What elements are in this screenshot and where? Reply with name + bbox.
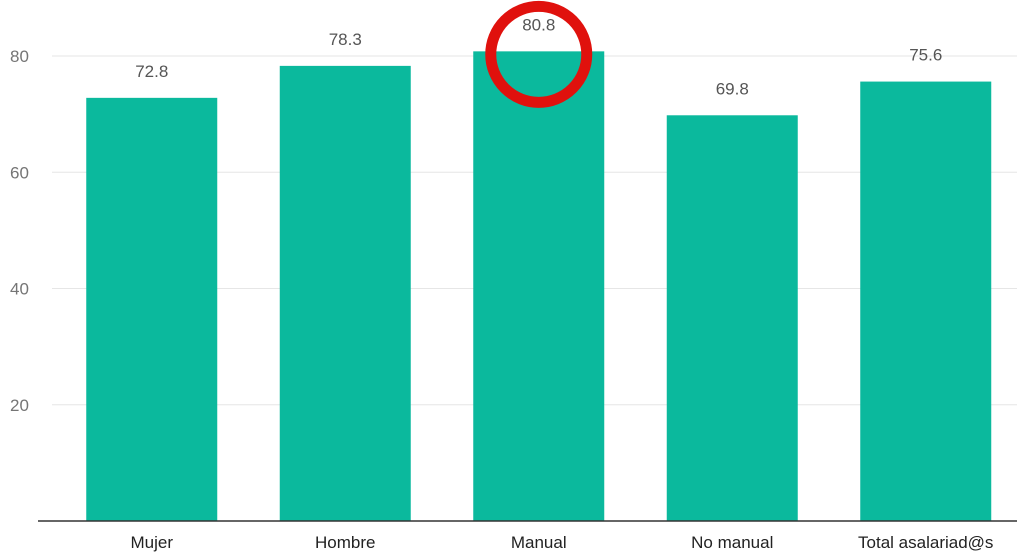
data-labels: 72.8 78.3 80.8 69.8 75.6 <box>135 15 942 98</box>
x-tick-label: Manual <box>511 533 567 552</box>
bar-total-asalariad-s <box>860 81 992 521</box>
bar-no-manual <box>666 115 798 521</box>
y-tick-label-20: 20 <box>10 396 29 415</box>
x-tick-label: Hombre <box>315 533 375 552</box>
x-tick-label: Mujer <box>130 533 173 552</box>
data-label: 69.8 <box>716 79 749 98</box>
data-label: 72.8 <box>135 62 168 81</box>
bar-hombre <box>279 65 411 521</box>
x-axis-categories: Mujer Hombre Manual No manual Total asalaria… <box>130 533 993 552</box>
x-tick-label: Total asalariad@s <box>858 533 993 552</box>
data-label: 75.6 <box>909 46 942 65</box>
y-tick-label-40: 40 <box>10 280 29 299</box>
y-tick-label-80: 80 <box>10 47 29 66</box>
bar-mujer <box>86 97 218 521</box>
highlight-circle <box>485 0 593 108</box>
x-tick-label: No manual <box>691 533 773 552</box>
bar-manual <box>473 51 605 521</box>
data-label: 78.3 <box>329 30 362 49</box>
data-label: 80.8 <box>522 15 555 34</box>
y-tick-label-60: 60 <box>10 163 29 182</box>
annotations <box>485 0 593 108</box>
bars <box>86 51 992 521</box>
y-axis-ticks: 20 40 60 80 <box>10 47 29 415</box>
